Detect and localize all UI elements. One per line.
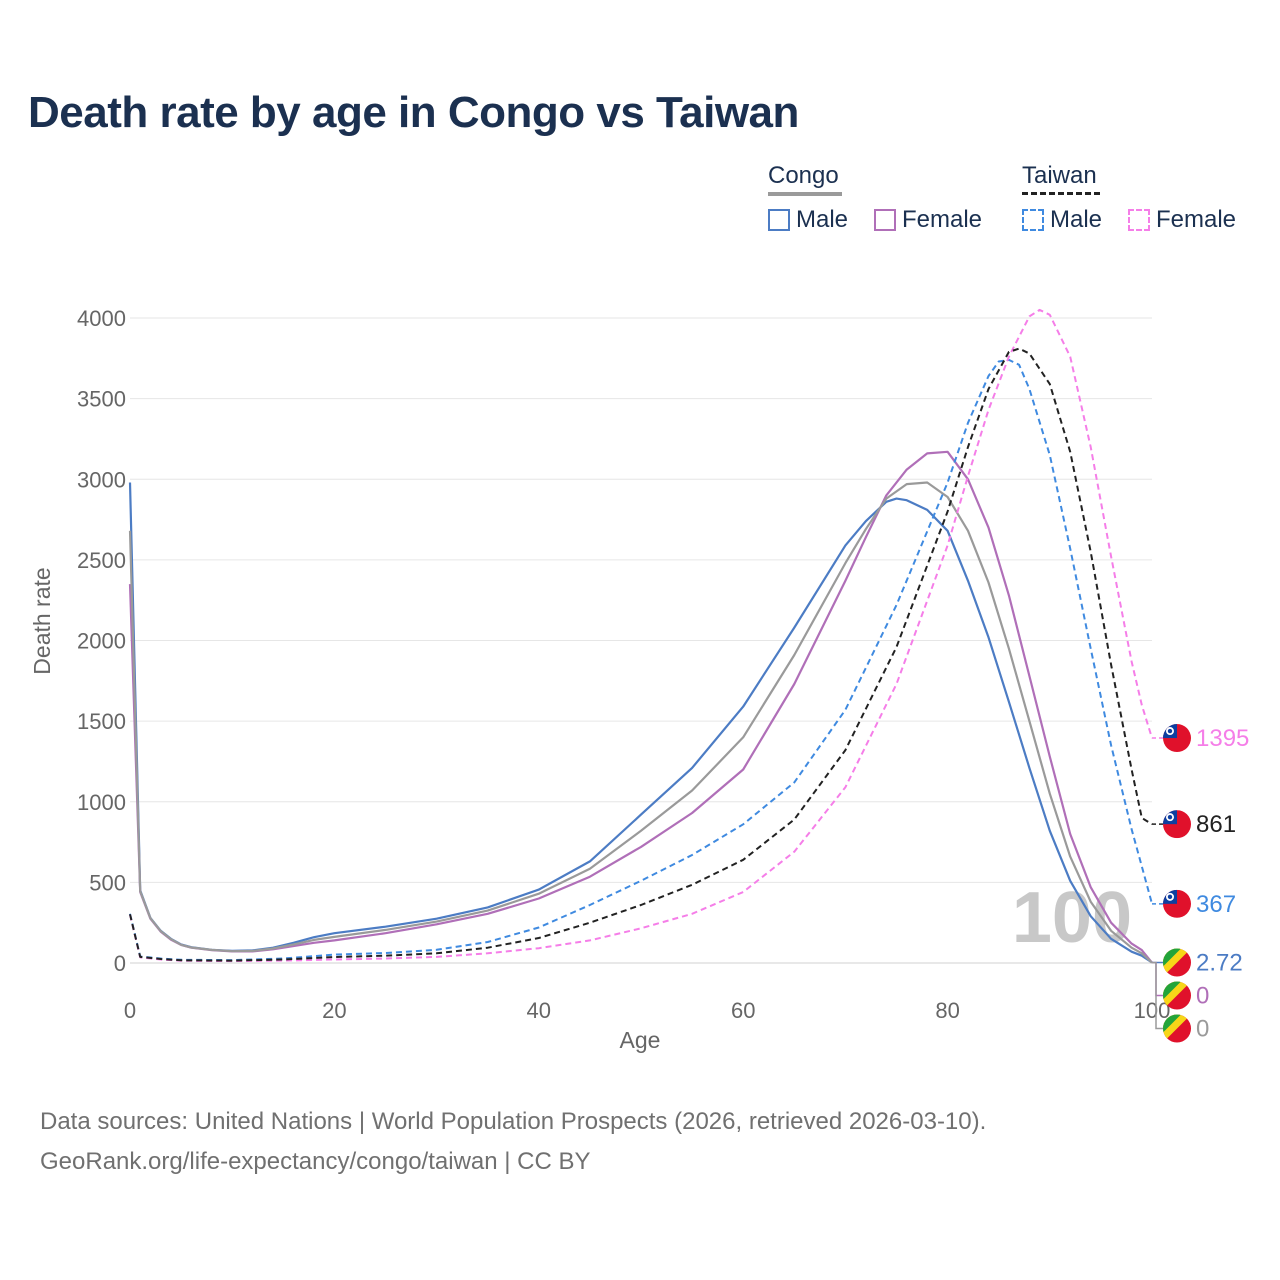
x-tick-label: 40 bbox=[527, 998, 551, 1023]
y-tick-label: 4000 bbox=[77, 306, 126, 331]
y-axis-ticks: 0 500 1000 1500 2000 2500 3000 3500 4000 bbox=[77, 306, 126, 976]
end-label-congo-total: 0 bbox=[1196, 1016, 1209, 1043]
legend-label-congo-female: Female bbox=[902, 206, 983, 233]
x-axis-ticks: 0 20 40 60 80 100 bbox=[124, 998, 1170, 1023]
legend-congo-underline bbox=[768, 192, 842, 196]
y-tick-label: 1000 bbox=[77, 790, 126, 815]
footer-attribution[interactable]: GeoRank.org/life-expectancy/congo/taiwan… bbox=[40, 1148, 591, 1175]
end-label-taiwan-male: 367 bbox=[1196, 891, 1236, 918]
series-line-congo-total[interactable] bbox=[128, 481, 1153, 964]
legend-swatch-congo-male bbox=[768, 209, 790, 231]
current-age-watermark: 100 bbox=[1012, 878, 1132, 958]
legend-group-congo: Congo bbox=[768, 162, 839, 189]
x-axis-title: Age bbox=[620, 1027, 661, 1053]
series-line-congo-male[interactable] bbox=[128, 482, 1153, 964]
x-tick-label: 0 bbox=[124, 998, 136, 1023]
series-line-congo-female[interactable] bbox=[128, 450, 1153, 964]
legend-label-congo-male: Male bbox=[796, 206, 849, 233]
taiwan-flag-icon bbox=[1163, 810, 1191, 839]
taiwan-flag-icon bbox=[1163, 889, 1191, 918]
end-label-taiwan-female: 1395 bbox=[1196, 725, 1249, 752]
legend-item-taiwan-female[interactable]: Female bbox=[1128, 206, 1236, 234]
legend-item-taiwan-male[interactable]: Male bbox=[1022, 206, 1102, 234]
connector-label-congo-total bbox=[1152, 961, 1163, 1030]
x-tick-label: 20 bbox=[322, 998, 346, 1023]
y-tick-label: 3000 bbox=[77, 467, 126, 492]
end-label-congo-male: 2.72 bbox=[1196, 950, 1243, 977]
legend-item-congo-male[interactable]: Male bbox=[768, 206, 848, 234]
series-line-taiwan-male[interactable] bbox=[129, 358, 1153, 962]
series-line-taiwan-female[interactable] bbox=[129, 308, 1153, 963]
x-tick-label: 100 bbox=[1134, 998, 1171, 1023]
congo-flag-icon bbox=[1163, 1014, 1191, 1043]
footer-sources: Data sources: United Nations | World Pop… bbox=[40, 1108, 987, 1135]
legend-item-congo-female[interactable]: Female bbox=[874, 206, 982, 234]
y-tick-label: 0 bbox=[114, 951, 126, 976]
congo-flag-icon bbox=[1163, 981, 1191, 1010]
end-labels: 1395 861 367 2.72 0 0 bbox=[1163, 724, 1249, 1043]
taiwan-flag-icon bbox=[1163, 724, 1191, 753]
x-tick-label: 60 bbox=[731, 998, 755, 1023]
connector-label-congo-female bbox=[1152, 961, 1163, 997]
legend-taiwan-underline bbox=[1022, 192, 1100, 195]
end-label-taiwan-total: 861 bbox=[1196, 811, 1236, 838]
legend-group-taiwan: Taiwan bbox=[1022, 162, 1097, 189]
end-label-congo-female: 0 bbox=[1196, 983, 1209, 1010]
chart-title: Death rate by age in Congo vs Taiwan bbox=[28, 88, 799, 137]
x-tick-label: 80 bbox=[935, 998, 959, 1023]
y-tick-label: 500 bbox=[89, 870, 126, 895]
gridlines bbox=[130, 317, 1152, 964]
legend-swatch-taiwan-male bbox=[1022, 209, 1044, 231]
legend-label-taiwan-female: Female bbox=[1156, 206, 1237, 233]
congo-flag-icon bbox=[1163, 948, 1191, 977]
y-tick-label: 2000 bbox=[77, 629, 126, 654]
y-tick-label: 1500 bbox=[77, 709, 126, 734]
legend-swatch-congo-female bbox=[874, 209, 896, 231]
series-lines bbox=[128, 308, 1153, 964]
y-tick-label: 3500 bbox=[77, 387, 126, 412]
legend-swatch-taiwan-female bbox=[1128, 209, 1150, 231]
y-tick-label: 2500 bbox=[77, 548, 126, 573]
y-axis-title: Death rate bbox=[29, 567, 55, 674]
end-label-connectors bbox=[1152, 737, 1163, 1030]
series-line-taiwan-total[interactable] bbox=[129, 347, 1153, 962]
legend-label-taiwan-male: Male bbox=[1050, 206, 1103, 233]
